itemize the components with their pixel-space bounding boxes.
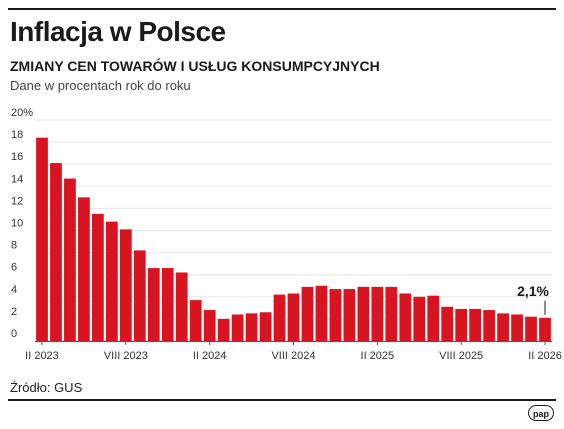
y-tick-label: 2	[11, 306, 17, 318]
bar-viii-2024	[287, 293, 300, 341]
bar-iii-2024	[217, 318, 230, 341]
bar-ix-2024	[301, 286, 314, 341]
bar-vi-2024	[259, 312, 272, 341]
bottom-rule	[8, 399, 556, 401]
pap-logo: pap	[528, 405, 554, 421]
bar-xii-2025	[511, 314, 523, 341]
y-tick-label: 14	[11, 173, 23, 185]
bar-xi-2023	[161, 268, 174, 341]
unit-note: Dane w procentach rok do roku	[10, 78, 191, 93]
bar-xii-2023	[175, 272, 188, 341]
y-tick-label: 16	[11, 151, 23, 163]
x-tick-label: VIII 2023	[104, 350, 148, 362]
bar-vi-2023	[92, 213, 104, 341]
latest-value-label: 2,1%	[517, 283, 549, 299]
y-tick-label: 8	[11, 240, 17, 252]
page-title: Inflacja w Polsce	[10, 16, 226, 47]
bar-i-2026	[525, 316, 537, 341]
bar-iii-2023	[50, 163, 62, 341]
x-tick-label: II 2026	[528, 350, 562, 362]
y-tick-label: 18	[11, 129, 23, 141]
bar-x-2025	[483, 310, 495, 341]
y-tick-label: 0	[11, 328, 17, 340]
chart-subtitle: ZMIANY CEN TOWARÓW I USŁUG KONSUMPCYJNYC…	[10, 58, 380, 74]
y-tick-label: 6	[11, 262, 17, 274]
bar-x-2023	[147, 268, 160, 341]
bar-iv-2023	[64, 178, 76, 341]
bar-iv-2024	[231, 314, 244, 341]
x-tick-label: II 2024	[193, 350, 227, 362]
x-tick-label: VIII 2024	[271, 350, 315, 362]
y-tick-label: 20%	[11, 107, 33, 119]
bar-vi-2025	[427, 295, 440, 341]
bar-ix-2023	[133, 250, 146, 341]
x-tick-label: VIII 2025	[439, 350, 483, 362]
bar-ii-2024	[203, 310, 216, 341]
x-tick-label: II 2023	[25, 350, 59, 362]
bar-iii-2025	[385, 286, 398, 341]
bar-ii-2026	[539, 317, 551, 341]
y-tick-label: 4	[11, 284, 17, 296]
bar-viii-2023	[119, 229, 132, 341]
y-tick-label: 10	[11, 218, 23, 230]
bar-vii-2023	[105, 221, 118, 341]
y-tick-label: 12	[11, 195, 23, 207]
bar-xii-2024	[343, 289, 356, 341]
bar-i-2025	[357, 286, 370, 341]
bar-x-2024	[315, 285, 328, 341]
bar-xi-2025	[497, 313, 509, 342]
bar-iv-2025	[399, 293, 412, 341]
x-tick-label: II 2025	[361, 350, 395, 362]
bar-v-2025	[413, 296, 426, 341]
bar-i-2024	[189, 300, 202, 341]
bar-vii-2025	[441, 306, 454, 341]
bar-v-2023	[78, 197, 90, 341]
bar-ix-2025	[469, 308, 482, 341]
bar-vii-2024	[273, 294, 286, 341]
top-rule	[8, 8, 556, 10]
bar-ii-2025	[371, 286, 384, 341]
bar-xi-2024	[329, 289, 342, 341]
source-label: Źródło: GUS	[10, 380, 83, 395]
bar-viii-2025	[455, 308, 468, 341]
bar-v-2024	[245, 313, 258, 342]
bar-ii-2023	[36, 137, 48, 341]
